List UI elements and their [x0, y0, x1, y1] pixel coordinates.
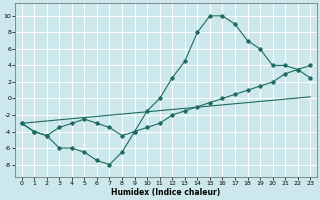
X-axis label: Humidex (Indice chaleur): Humidex (Indice chaleur)	[111, 188, 220, 197]
